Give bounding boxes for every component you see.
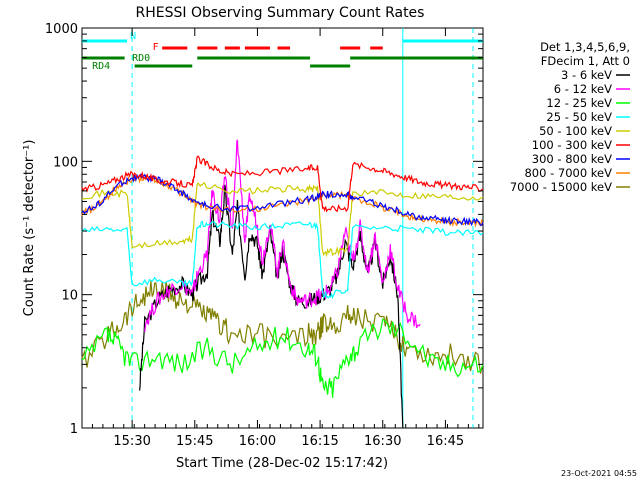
legend-label-6: 300 - 800 keV — [532, 152, 612, 166]
legend-header-0: Det 1,3,4,5,6,9, — [540, 40, 630, 54]
y-tick-label-2: 100 — [53, 155, 78, 170]
series-line-5 — [81, 155, 484, 213]
plot-frame — [81, 27, 484, 429]
flag-label-f: F — [153, 42, 159, 53]
series-line-4 — [81, 181, 484, 258]
legend-label-1: 6 - 12 keV — [554, 82, 612, 96]
flag-label-rd0: RD0 — [132, 53, 150, 64]
y-axis-label: Count Rate (s⁻¹ detector⁻¹) — [22, 140, 37, 317]
flag-label-n: N — [130, 31, 136, 42]
x-tick-label-0: 15:30 — [113, 434, 150, 449]
x-tick-label-1: 15:45 — [176, 434, 213, 449]
chart-title: RHESSI Observing Summary Count Rates — [136, 5, 425, 21]
series-line-7 — [81, 174, 484, 228]
y-tick-label-3: 1000 — [45, 22, 78, 37]
y-tick-label-1: 10 — [61, 289, 78, 304]
legend-label-8: 7000 - 15000 keV — [510, 180, 612, 194]
x-axis-label: Start Time (28-Dec-02 15:17:42) — [176, 456, 388, 471]
series-layer — [81, 139, 484, 429]
series-line-1 — [144, 139, 421, 333]
legend: Det 1,3,4,5,6,9,FDecim 1, Att 03 - 6 keV… — [510, 40, 630, 194]
legend-label-5: 100 - 300 keV — [532, 138, 612, 152]
x-tick-label-4: 16:30 — [364, 434, 401, 449]
series-line-0 — [139, 184, 404, 429]
y-axis: 1 10 100 1000 — [45, 22, 483, 437]
x-tick-label-5: 16:45 — [427, 434, 464, 449]
x-axis: 15:30 15:45 16:00 16:15 16:30 16:45 — [81, 28, 480, 449]
legend-label-3: 25 - 50 keV — [546, 110, 612, 124]
series-line-3 — [81, 220, 484, 300]
series-line-8 — [81, 280, 484, 374]
x-tick-label-3: 16:15 — [301, 434, 338, 449]
legend-label-0: 3 - 6 keV — [561, 68, 612, 82]
legend-label-7: 800 - 7000 keV — [524, 166, 612, 180]
legend-label-2: 12 - 25 keV — [546, 96, 612, 110]
series-line-6 — [81, 173, 484, 227]
generation-timestamp: 23-Oct-2021 04:55 — [561, 469, 637, 478]
x-tick-label-2: 16:00 — [239, 434, 276, 449]
legend-label-4: 50 - 100 keV — [539, 124, 612, 138]
legend-header-1: FDecim 1, Att 0 — [541, 54, 630, 68]
flag-label-rd4: RD4 — [92, 61, 110, 72]
y-tick-label-0: 1 — [70, 422, 78, 437]
